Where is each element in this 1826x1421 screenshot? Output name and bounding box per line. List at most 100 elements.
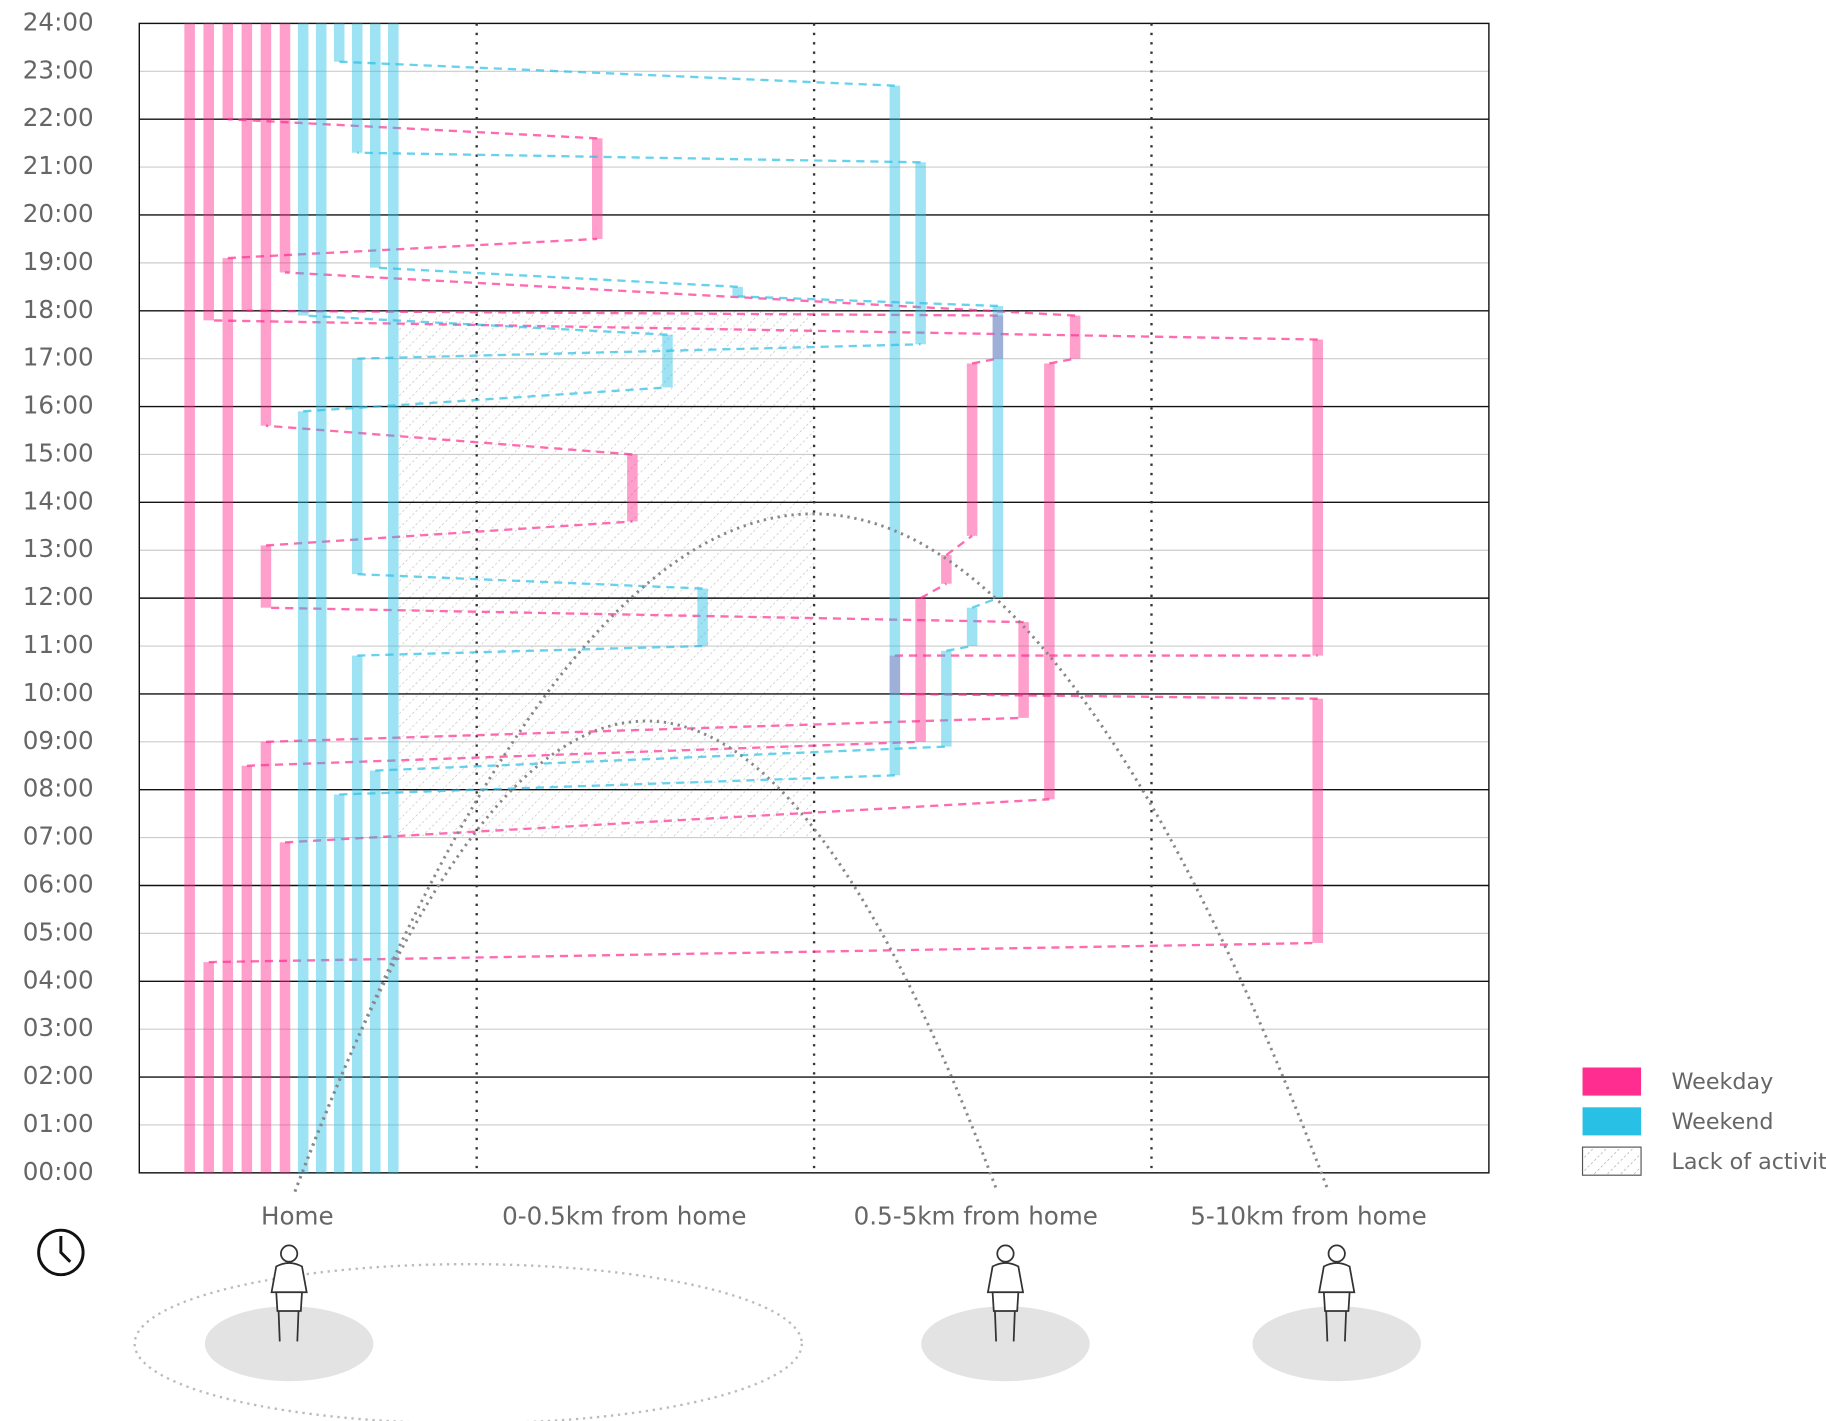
stay-bar [1044, 363, 1055, 800]
y-tick-label: 14:00 [23, 486, 94, 515]
stay-bar [941, 555, 952, 584]
trip-link [945, 534, 973, 556]
legend-label: Lack of activity [1671, 1149, 1826, 1175]
stay-bar [889, 85, 901, 776]
y-tick-label: 20:00 [23, 199, 94, 228]
y-tick-label: 06:00 [23, 869, 94, 898]
trip-link [208, 319, 1318, 341]
y-tick-label: 09:00 [23, 726, 94, 755]
stay-bar [370, 23, 381, 268]
trip-link [375, 745, 947, 772]
clock-icon [37, 1228, 85, 1277]
stay-bar [1312, 698, 1323, 943]
y-tick-label: 12:00 [23, 582, 94, 611]
stay-bar [260, 741, 272, 1173]
trip-link [894, 692, 1318, 700]
stay-bar [388, 23, 399, 1173]
stay-bar [279, 842, 291, 1173]
stay-bar [732, 286, 743, 297]
grid: 00:00 01:00 02:00 03:00 04:00 05:00 06:00 07:00… [23, 7, 1490, 1186]
trip-link [227, 237, 598, 260]
marks [184, 23, 1323, 1173]
x-category-label: 5-10km from home [1190, 1201, 1426, 1230]
stay-bar [351, 23, 363, 153]
stay-bar [241, 765, 253, 1173]
stay-bar [966, 363, 978, 536]
stay-bar [203, 23, 214, 321]
stay-bar [662, 334, 673, 388]
y-tick-label: 16:00 [23, 391, 94, 420]
stay-bar [889, 655, 901, 694]
trip-link [265, 520, 633, 547]
stay-bar [1312, 339, 1323, 656]
trip-link [920, 582, 947, 600]
stay-bar [697, 588, 708, 647]
y-tick-label: 05:00 [23, 917, 94, 946]
y-tick-label: 02:00 [23, 1061, 94, 1090]
stay-bar [351, 655, 363, 1173]
y-tick-label: 08:00 [23, 774, 94, 803]
x-category-label: Home [261, 1201, 334, 1230]
y-tick-label: 18:00 [23, 295, 94, 324]
trip-link [946, 644, 973, 652]
stay-bar [351, 358, 363, 575]
trip-link [737, 295, 998, 308]
places [133, 1244, 1422, 1421]
stay-bar [222, 258, 234, 1173]
trip-link [284, 798, 1050, 844]
y-tick-label: 13:00 [23, 534, 94, 563]
y-tick-label: 17:00 [23, 343, 94, 372]
trip-link [265, 424, 633, 456]
stay-bar [992, 315, 1004, 359]
trip-link [971, 597, 999, 609]
y-tick-label: 04:00 [23, 965, 94, 994]
y-tick-label: 15:00 [23, 438, 94, 467]
trip-link [357, 644, 703, 657]
trip-link [303, 386, 668, 413]
stay-bar [370, 770, 381, 1173]
y-tick-label: 22:00 [23, 103, 94, 132]
legend-label: Weekend [1671, 1109, 1773, 1135]
y-tick-label: 23:00 [23, 55, 94, 84]
y-tick-label: 07:00 [23, 822, 94, 851]
stay-bar [315, 23, 327, 1173]
trip-link [357, 573, 703, 590]
trip-link [375, 266, 738, 288]
y-tick-label: 19:00 [23, 247, 94, 276]
trip-link [303, 314, 668, 336]
stay-bar [184, 23, 195, 1173]
stay-bar [333, 794, 345, 1173]
stay-bar [915, 162, 926, 345]
y-tick-label: 24:00 [23, 7, 94, 36]
y-tick-label: 11:00 [23, 630, 94, 659]
stay-bar [941, 650, 952, 747]
legend-swatch [1581, 1146, 1642, 1176]
x-category-label: 0.5-5km from home [854, 1201, 1098, 1230]
trip-link [357, 343, 921, 360]
stay-bar [260, 23, 272, 426]
stay-bar [297, 23, 309, 316]
stay-bar [1069, 315, 1081, 359]
legend-label: Weekday [1671, 1069, 1773, 1095]
stay-bar [1018, 622, 1029, 718]
y-tick-label: 10:00 [23, 678, 94, 707]
stay-bar [241, 23, 253, 311]
stay-bar [966, 607, 978, 647]
y-tick-label: 00:00 [23, 1157, 94, 1186]
trip-link [339, 60, 895, 87]
stay-bar [992, 305, 1004, 599]
lack-of-activity [397, 310, 815, 838]
stay-bar [222, 23, 234, 120]
x-category-label: 0-0.5km from home [502, 1201, 746, 1230]
stay-bar [279, 23, 291, 273]
stay-bar [627, 454, 638, 522]
y-tick-label: 03:00 [23, 1013, 94, 1042]
stay-bar [591, 138, 603, 239]
trip-link [284, 271, 1076, 317]
y-tick-label: 01:00 [23, 1109, 94, 1138]
stay-bar [297, 411, 309, 1173]
y-tick-label: 21:00 [23, 151, 94, 180]
trip-link [357, 151, 921, 164]
trip-link [208, 941, 1318, 964]
